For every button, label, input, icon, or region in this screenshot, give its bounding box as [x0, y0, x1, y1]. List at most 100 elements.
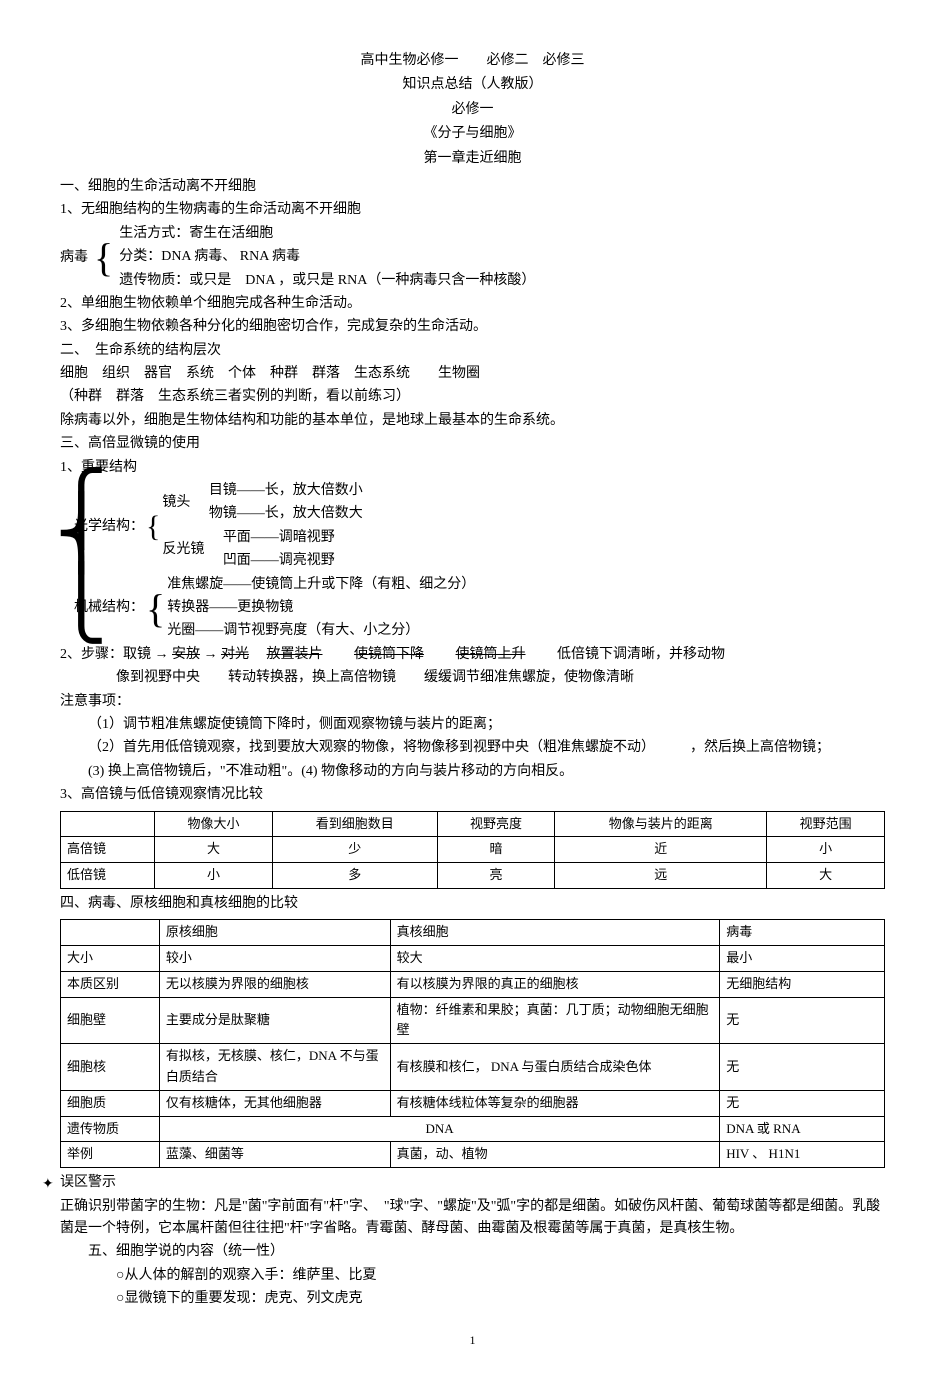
brace-icon: {	[146, 599, 165, 619]
table-row: 原核细胞 真核细胞 病毒	[61, 920, 885, 946]
note-1: （1）调节粗准焦螺旋使镜筒下降时，侧面观察物镜与装片的距离；	[60, 714, 885, 736]
arrow-icon: →	[204, 647, 218, 662]
table-cell: 有核糖体线粒体等复杂的细胞器	[390, 1090, 720, 1116]
mech-converter: 转换器——更换物镜	[167, 597, 475, 619]
table-cell: 近	[555, 837, 767, 863]
table-cell: 无细胞结构	[720, 971, 885, 997]
table-cell: 多	[272, 863, 437, 889]
section-3-heading: 三、高倍显微镜的使用	[60, 433, 885, 455]
notes-heading: 注意事项：	[60, 691, 885, 713]
table-cell: HIV 、 H1N1	[720, 1142, 885, 1168]
table-cell: 物像与装片的距离	[555, 811, 767, 837]
table-row: 大小 较小 较大 最小	[61, 946, 885, 972]
virus-label: 病毒	[60, 247, 88, 269]
header-line-1: 高中生物必修一 必修二 必修三	[60, 50, 885, 72]
table-cell: 有核膜和核仁， DNA 与蛋白质结合成染色体	[390, 1044, 720, 1091]
table-cell: 看到细胞数目	[272, 811, 437, 837]
table-row: 低倍镜 小 多 亮 远 大	[61, 863, 885, 889]
table-cell: 无以核膜为界限的细胞核	[159, 971, 390, 997]
step-f: 低倍镜下调清晰，并移动物	[557, 647, 725, 662]
table-cell: 视野亮度	[437, 811, 555, 837]
table-cell: 无	[720, 1044, 885, 1091]
table-cell: 最小	[720, 946, 885, 972]
brace-icon: ⎧	[55, 485, 108, 535]
table-cell: 植物：纤维素和果胶；真菌：几丁质；动物细胞无细胞壁	[390, 997, 720, 1044]
table-cell: 原核细胞	[159, 920, 390, 946]
s2-levels: 细胞 组织 器官 系统 个体 种群 群落 生态系统 生物圈	[60, 363, 885, 385]
step-c: 放置装片	[267, 647, 323, 662]
table-cell: 无	[720, 997, 885, 1044]
brace-icon: ⎩	[55, 580, 108, 630]
warning-body: 正确识别带菌字的生物：凡是"菌"字前面有"杆"字、 "球"字、"螺旋"及"弧"字…	[60, 1196, 885, 1241]
table-cell: 少	[272, 837, 437, 863]
table-cell: DNA 或 RNA	[720, 1116, 885, 1142]
page-number: 1	[60, 1331, 885, 1350]
table-cell: 有拟核，无核膜、核仁，DNA 不与蛋白质结合	[159, 1044, 390, 1091]
section-2-heading: 二、 生命系统的结构层次	[60, 340, 885, 362]
mech-aperture: 光圈——调节视野亮度（有大、小之分）	[167, 620, 475, 642]
cell-comparison-table: 原核细胞 真核细胞 病毒 大小 较小 较大 最小 本质区别 无以核膜为界限的细胞…	[60, 919, 885, 1168]
table-cell: 高倍镜	[61, 837, 155, 863]
s5-p2: ○显微镜下的重要发现：虎克、列文虎克	[60, 1288, 885, 1310]
header-line-4: 《分子与细胞》	[60, 123, 885, 145]
table-cell: 真菌，动、植物	[390, 1142, 720, 1168]
header-line-5: 第一章走近细胞	[60, 148, 885, 170]
step-label: 2、步骤：取镜	[60, 647, 151, 662]
objective: 物镜——长，放大倍数大	[209, 503, 363, 525]
table-cell: 大	[155, 837, 273, 863]
table-cell: 主要成分是肽聚糖	[159, 997, 390, 1044]
note-2: （2）首先用低倍镜观察，找到要放大观察的物像，将物像移到视野中央（粗准焦螺旋不动…	[60, 737, 885, 759]
mirror-label: 反光镜	[162, 539, 204, 561]
microscope-comparison-table: 物像大小 看到细胞数目 视野亮度 物像与装片的距离 视野范围 高倍镜 大 少 暗…	[60, 811, 885, 889]
s5-p1: ○从人体的解剖的观察入手：维萨里、比夏	[60, 1265, 885, 1287]
virus-class: 分类：DNA 病毒、 RNA 病毒	[119, 246, 535, 268]
table-row: 举例 蓝藻、细菌等 真菌，动、植物 HIV 、 H1N1	[61, 1142, 885, 1168]
table-cell: DNA	[159, 1116, 719, 1142]
s1-p2: 2、单细胞生物依赖单个细胞完成各种生命活动。	[60, 293, 885, 315]
s2-p: 除病毒以外，细胞是生物体结构和功能的基本单位，是地球上最基本的生命系统。	[60, 410, 885, 432]
mirror-flat: 平面——调暗视野	[223, 527, 335, 549]
table-cell: 物像大小	[155, 811, 273, 837]
virus-genetic: 遗传物质：或只是 DNA ，或只是 RNA（一种病毒只含一种核酸）	[119, 270, 535, 292]
table-cell: 远	[555, 863, 767, 889]
table-cell: 暗	[437, 837, 555, 863]
lens-label: 镜头	[162, 492, 190, 514]
header-line-3: 必修一	[60, 99, 885, 121]
table-cell: 有以核膜为界限的真正的细胞核	[390, 971, 720, 997]
header-line-2: 知识点总结（人教版）	[60, 74, 885, 96]
step-b: 对光	[221, 647, 249, 662]
table-row: 遗传物质 DNA DNA 或 RNA	[61, 1116, 885, 1142]
star-icon: ✦	[42, 1174, 54, 1196]
table-cell: 亮	[437, 863, 555, 889]
s3-p1: 1、重要结构	[60, 457, 885, 479]
table-cell: 低倍镜	[61, 863, 155, 889]
table-cell: 蓝藻、细菌等	[159, 1142, 390, 1168]
mech-focus: 准焦螺旋——使镜筒上升或下降（有粗、细之分）	[167, 574, 475, 596]
table-row: 高倍镜 大 少 暗 近 小	[61, 837, 885, 863]
table-cell: 病毒	[720, 920, 885, 946]
table-row: 细胞壁 主要成分是肽聚糖 植物：纤维素和果胶；真菌：几丁质；动物细胞无细胞壁 无	[61, 997, 885, 1044]
arrow-icon: →	[155, 647, 169, 662]
table-cell: 细胞质	[61, 1090, 160, 1116]
brace-icon: {	[94, 248, 113, 268]
table-cell: 无	[720, 1090, 885, 1116]
warning-heading: ✦ 误区警示	[60, 1172, 885, 1194]
mirror-concave: 凹面——调亮视野	[223, 550, 335, 572]
table-row: 物像大小 看到细胞数目 视野亮度 物像与装片的距离 视野范围	[61, 811, 885, 837]
s1-p1: 1、无细胞结构的生物病毒的生命活动离不开细胞	[60, 199, 885, 221]
table-cell: 举例	[61, 1142, 160, 1168]
table-cell: 小	[155, 863, 273, 889]
table-cell: 真核细胞	[390, 920, 720, 946]
table-cell	[61, 811, 155, 837]
brace-icon: {	[146, 520, 160, 534]
table-row: 细胞质 仅有核糖体，无其他细胞器 有核糖体线粒体等复杂的细胞器 无	[61, 1090, 885, 1116]
section-5-heading: 五、细胞学说的内容（统一性）	[60, 1241, 885, 1263]
table-cell: 细胞核	[61, 1044, 160, 1091]
table-cell: 小	[767, 837, 885, 863]
table-cell: 细胞壁	[61, 997, 160, 1044]
note-3: (3) 换上高倍物镜后，"不准动粗"。(4) 物像移动的方向与装片移动的方向相反…	[60, 761, 885, 783]
virus-life: 生活方式：寄生在活细胞	[119, 223, 535, 245]
s3-p3: 3、高倍镜与低倍镜观察情况比较	[60, 784, 885, 806]
table-row: 本质区别 无以核膜为界限的细胞核 有以核膜为界限的真正的细胞核 无细胞结构	[61, 971, 885, 997]
table-cell: 大小	[61, 946, 160, 972]
